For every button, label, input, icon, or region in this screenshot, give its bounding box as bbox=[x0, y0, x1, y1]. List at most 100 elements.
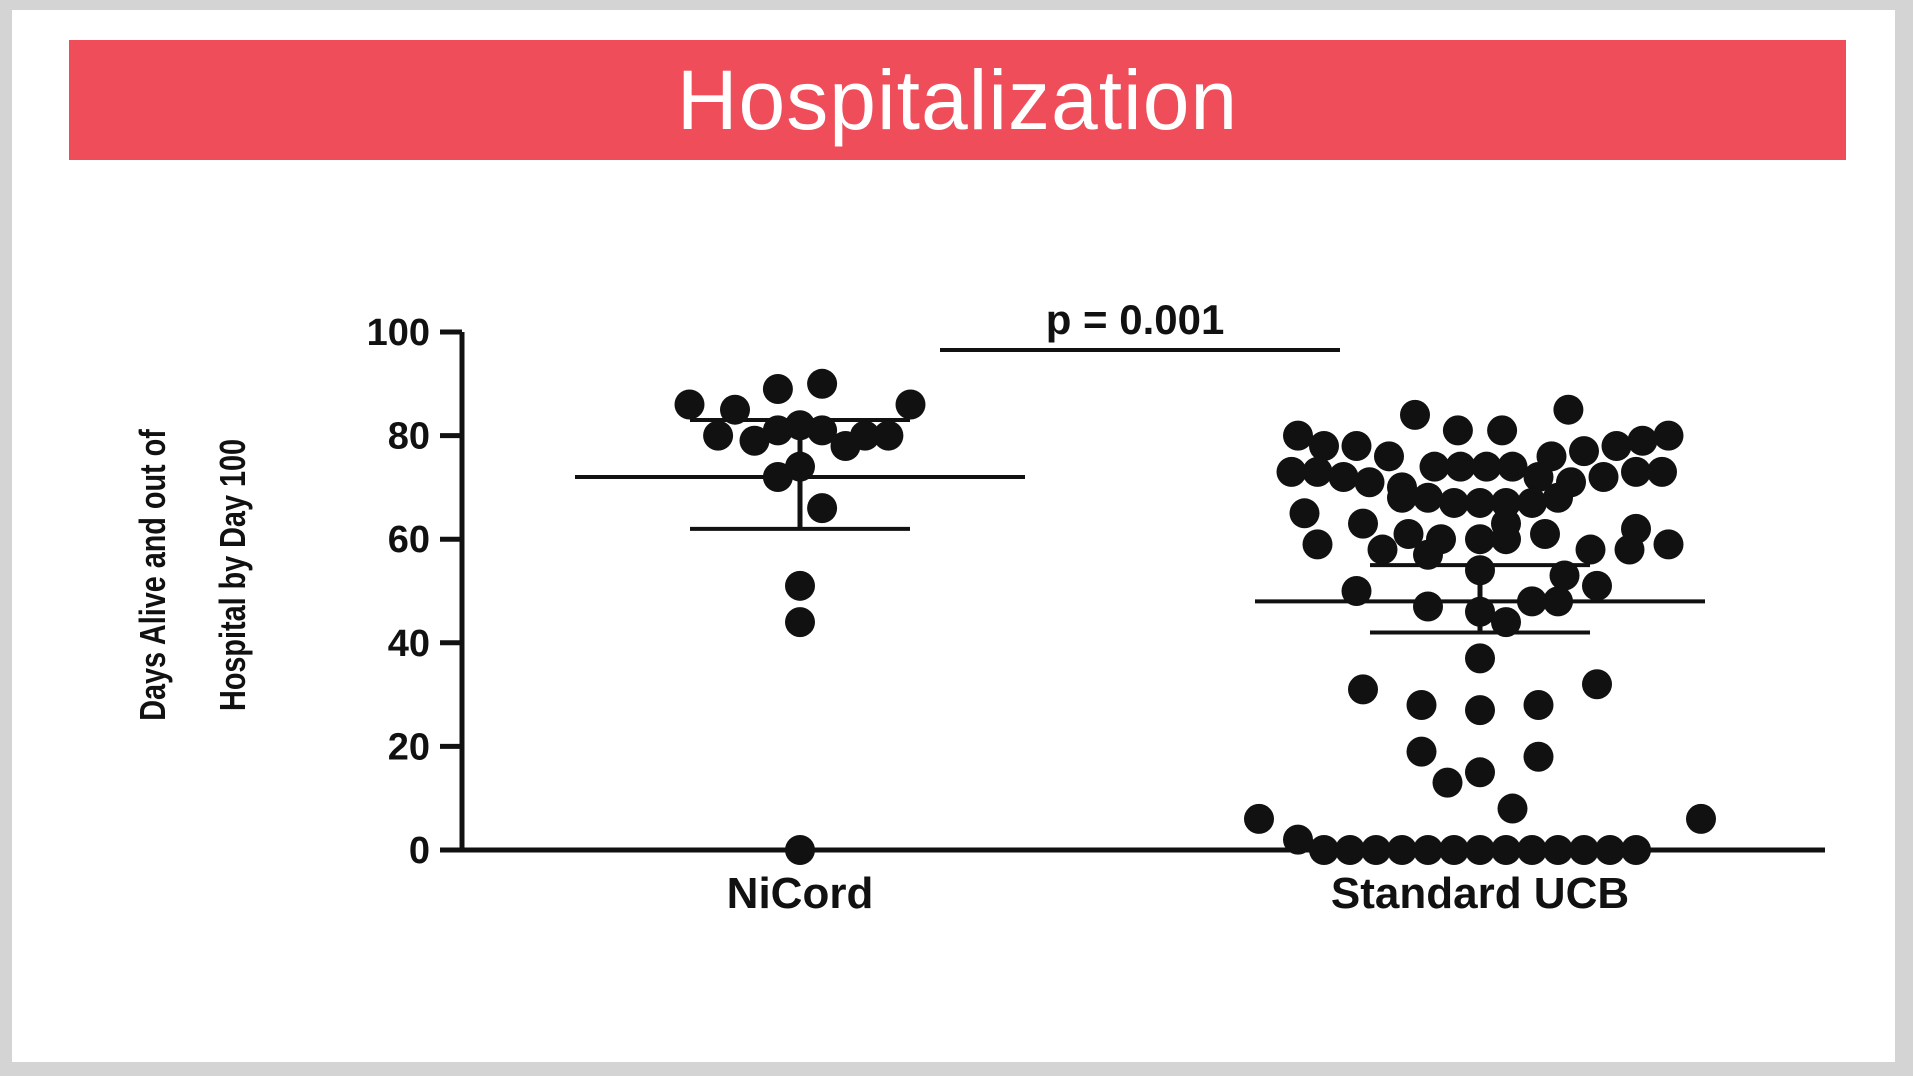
title-banner: Hospitalization bbox=[69, 40, 1846, 160]
data-point bbox=[1588, 462, 1619, 493]
data-point bbox=[1465, 695, 1495, 726]
data-point bbox=[785, 835, 815, 865]
data-point bbox=[1575, 534, 1606, 565]
data-point bbox=[1543, 482, 1573, 513]
data-point bbox=[1582, 669, 1612, 700]
data-point bbox=[1283, 420, 1313, 451]
data-point bbox=[1302, 456, 1333, 487]
data-point bbox=[1523, 689, 1554, 720]
data-point bbox=[807, 368, 838, 399]
data-point bbox=[1283, 824, 1313, 855]
data-point bbox=[1569, 835, 1599, 865]
data-point bbox=[1413, 539, 1443, 570]
data-point bbox=[1465, 643, 1495, 674]
data-point bbox=[1367, 534, 1398, 565]
data-point bbox=[1406, 689, 1437, 720]
data-point bbox=[1419, 451, 1450, 482]
data-point bbox=[762, 373, 793, 404]
data-point bbox=[1374, 441, 1404, 472]
data-point bbox=[873, 420, 904, 451]
data-point bbox=[1471, 451, 1502, 482]
y-axis-title: Days Alive and out of Hospital by Day 10… bbox=[132, 429, 253, 721]
data-point bbox=[1553, 394, 1584, 425]
y-tick-label: 60 bbox=[388, 519, 430, 561]
chart-title: Hospitalization bbox=[676, 52, 1239, 147]
data-point bbox=[1523, 462, 1554, 493]
data-point bbox=[785, 570, 815, 601]
data-point bbox=[1491, 524, 1521, 555]
y-tick-label: 0 bbox=[409, 830, 430, 872]
data-point bbox=[1621, 835, 1651, 865]
data-point bbox=[720, 394, 750, 425]
data-point bbox=[1442, 415, 1473, 446]
data-point bbox=[1491, 487, 1521, 518]
data-point bbox=[1530, 519, 1560, 550]
data-point bbox=[1549, 560, 1580, 591]
data-point bbox=[1406, 736, 1437, 767]
data-point bbox=[1361, 835, 1391, 865]
data-point bbox=[1601, 430, 1632, 461]
data-point bbox=[1400, 399, 1430, 430]
data-point bbox=[1627, 425, 1658, 456]
data-point bbox=[1621, 456, 1651, 487]
data-point bbox=[1465, 835, 1495, 865]
x-category-label: Standard UCB bbox=[1331, 869, 1629, 918]
x-category-label: NiCord bbox=[727, 869, 874, 918]
data-point bbox=[1582, 570, 1612, 601]
y-tick-label: 20 bbox=[388, 726, 430, 768]
data-point bbox=[1517, 835, 1547, 865]
data-point bbox=[1432, 767, 1463, 798]
data-point bbox=[895, 389, 926, 420]
data-point bbox=[1244, 803, 1274, 834]
data-point bbox=[1523, 741, 1554, 772]
y-ticks: 0 20 40 60 80 100 bbox=[367, 312, 462, 872]
data-point bbox=[1543, 835, 1573, 865]
data-point bbox=[1491, 835, 1521, 865]
data-point bbox=[1465, 596, 1495, 627]
data-point bbox=[1653, 420, 1684, 451]
data-point bbox=[1653, 529, 1684, 560]
data-point bbox=[739, 425, 770, 456]
data-point bbox=[1595, 835, 1625, 865]
data-point bbox=[785, 607, 815, 638]
data-point bbox=[1302, 529, 1333, 560]
data-point bbox=[1517, 586, 1547, 617]
data-points bbox=[674, 368, 1716, 865]
data-point bbox=[1387, 835, 1417, 865]
data-point bbox=[1517, 487, 1547, 518]
data-point bbox=[1413, 482, 1443, 513]
data-point bbox=[1465, 555, 1495, 586]
data-point bbox=[1276, 456, 1307, 487]
y-tick-label: 80 bbox=[388, 416, 430, 458]
data-point bbox=[1686, 803, 1716, 834]
data-point bbox=[1413, 835, 1443, 865]
data-point bbox=[703, 420, 734, 451]
data-point bbox=[1335, 835, 1365, 865]
data-point bbox=[1439, 487, 1469, 518]
data-point bbox=[1348, 508, 1378, 539]
y-axis-title-line-1: Days Alive and out of bbox=[132, 429, 173, 721]
significance-bracket: p = 0.001 bbox=[940, 296, 1340, 352]
data-point bbox=[762, 462, 793, 493]
data-point bbox=[1348, 674, 1378, 705]
y-tick-label: 40 bbox=[388, 623, 430, 665]
data-point bbox=[1543, 586, 1573, 617]
data-point bbox=[1341, 430, 1372, 461]
data-point bbox=[1497, 793, 1528, 824]
data-point bbox=[1354, 467, 1385, 498]
data-point bbox=[1445, 451, 1476, 482]
data-point bbox=[1497, 451, 1528, 482]
data-point bbox=[1487, 415, 1518, 446]
data-point bbox=[1387, 482, 1417, 513]
data-point bbox=[1328, 462, 1359, 493]
data-point bbox=[1393, 519, 1424, 550]
data-point bbox=[1569, 436, 1599, 467]
data-point bbox=[1309, 430, 1339, 461]
data-point bbox=[807, 493, 838, 524]
y-tick-label: 100 bbox=[367, 312, 430, 354]
p-value-label: p = 0.001 bbox=[1046, 296, 1225, 343]
data-point bbox=[1289, 498, 1320, 529]
data-point bbox=[1491, 607, 1521, 638]
category-labels: NiCord Standard UCB bbox=[727, 869, 1629, 918]
